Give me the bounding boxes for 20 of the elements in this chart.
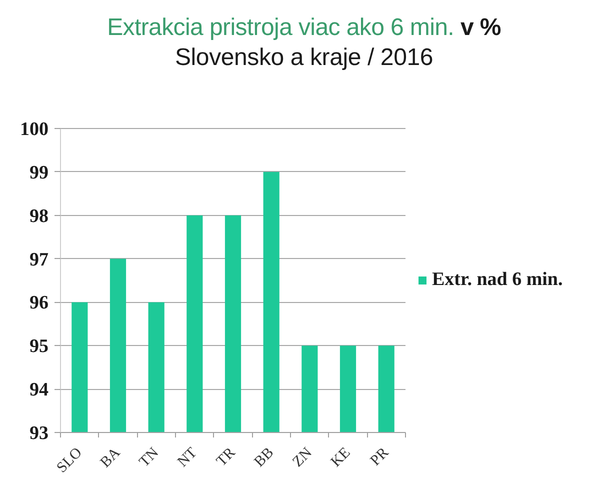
- x-tick-label: KE: [328, 444, 354, 470]
- y-tick-label: 97: [30, 249, 49, 270]
- y-tick-label: 96: [30, 292, 48, 314]
- chart-title: Extrakcia pristroja viac ako 6 min. v %: [107, 14, 501, 41]
- x-tick-label: BA: [98, 444, 124, 471]
- y-tick-label: 94: [30, 380, 49, 401]
- y-tick-label: 100: [20, 119, 48, 140]
- y-tick-label: 99: [30, 162, 48, 184]
- x-tick-label: PR: [368, 444, 392, 470]
- y-tick-label: 93: [30, 423, 48, 444]
- x-tick-label: NT: [174, 444, 200, 470]
- chart-subtitle: Slovensko a kraje / 2016: [174, 44, 434, 72]
- x-tick-label: BB: [252, 444, 277, 470]
- x-tick-label: TN: [136, 444, 162, 470]
- x-tick-label: SLO: [54, 444, 86, 476]
- legend-label: Extr. nad 6 min.: [432, 269, 563, 291]
- y-tick-label: 98: [30, 206, 48, 227]
- y-tick-label: 95: [30, 336, 48, 358]
- x-tick-label: ZN: [290, 444, 316, 470]
- x-tick-label: TR: [214, 444, 239, 470]
